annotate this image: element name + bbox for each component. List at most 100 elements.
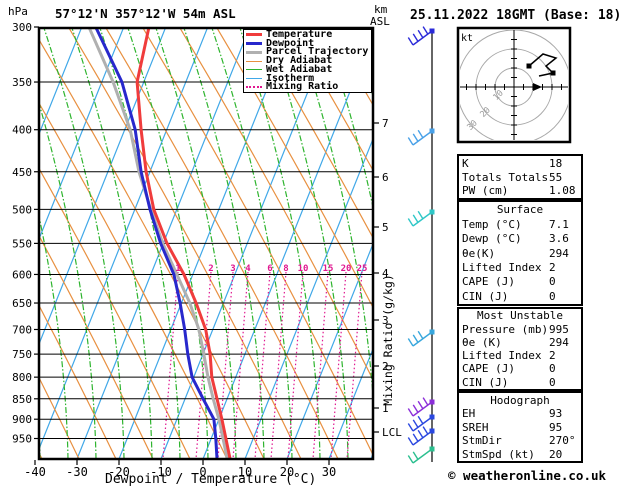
legend-item: Mixing Ratio [246,81,369,93]
table-row: StmDir 270° [462,434,578,447]
pressure-tick-label: 750 [12,348,32,361]
wind-barb [407,209,435,227]
row-label: Dewp (°C) [462,232,522,246]
pressure-tick-label: 500 [12,203,32,216]
pressure-tick-label: 350 [12,76,32,89]
wind-barb [407,26,435,46]
temperature-tick-label: 0 [199,465,206,479]
storm-motion-arrow [533,83,542,91]
pressure-tick-label: 600 [12,268,32,281]
mixing-ratio-line [287,271,304,458]
table-row: CIN (J) 0 [462,290,578,303]
plot-area: 1 2 3 4 6 8 10 15 20 25 [40,29,372,458]
legend-label: Mixing Ratio [266,81,339,93]
station-title: 57°12'N 357°12'W 54m ASL [55,6,236,21]
pressure-tick-label: 550 [12,237,32,250]
dry-adiabat-line [40,378,80,458]
km-tick-label: 3 [382,314,389,327]
row-label: CIN (J) [462,375,509,389]
km-tick-label: 5 [382,221,389,234]
hodograph-trace-marker [526,63,532,69]
row-label: θe(K) [462,246,496,260]
row-value: 0 [549,289,556,303]
legend-label: Wet Adiabat [266,63,333,75]
pressure-tick-label: 450 [12,166,32,179]
isotherm-line [328,349,372,458]
hodograph-trace-marker [550,70,556,76]
table-row: CAPE (J) 0 [462,275,578,288]
table-row: θe (K) 294 [462,336,578,349]
km-tick-label: 1 [382,402,389,415]
table-row: Dewp (°C) 3.6 [462,232,578,245]
legend-label: Temperature [266,28,333,40]
hodograph-unit-label: kt [461,33,473,44]
row-value: 294 [549,246,569,260]
wet-adiabat-line [183,29,265,458]
pressure-tick-label: 900 [12,413,32,426]
hodograph-table: Hodograph EH 93 SREH 95 StmDir 270° StmSpd (kt)… [457,391,583,463]
row-value: 18 [549,156,563,170]
row-label: EH [462,407,476,420]
legend-line-sample [246,50,262,54]
row-label: StmDir [462,434,502,447]
row-value: 0 [549,375,556,389]
wind-barb [407,426,435,446]
wind-barb [407,128,435,146]
asl-axis-label: ASL [370,15,390,28]
row-label: θe (K) [462,335,502,349]
mixing-ratio-line [346,271,363,458]
table-row: K 18 [462,157,578,170]
km-tick-label: 7 [382,117,389,130]
pressure-tick-label: 400 [12,124,32,137]
mixing-ratio-value-label: 6 [267,264,272,274]
row-label: StmSpd (kt) [462,447,535,461]
legend-line-sample [246,33,262,37]
lcl-label: LCL [382,426,402,439]
dewpoint-curve [94,29,219,458]
legend-line-sample [246,78,262,79]
surface-table: Surface Temp (°C) 7.1 Dewp (°C) 3.6 θe(K) 294 L… [457,200,583,306]
row-value: 95 [549,420,563,434]
row-label: Lifted Index [462,349,542,363]
table-row: Lifted Index 2 [462,261,578,274]
table-header: Hodograph [490,393,550,407]
wind-barb [407,397,435,417]
mixing-ratio-value-label: 4 [245,264,251,274]
row-label: Lifted Index [462,260,542,274]
temperature-tick-label: 20 [280,465,294,479]
temperature-tick-label: -20 [108,465,130,479]
temperature-curve [135,29,232,458]
isotherm-line [40,29,124,239]
temperature-tick-label: -40 [24,465,46,479]
row-value: 0 [549,362,556,376]
mixing-ratio-value-label: 2 [208,264,213,274]
mixing-ratio-value-label: 20 [341,264,352,274]
wind-barb [407,446,435,464]
row-label: SREH [462,420,489,434]
km-tick-label: 2 [382,360,389,373]
mixing-ratio-line [232,271,249,458]
temperature-tick-label: 10 [238,465,252,479]
row-value: 3.6 [549,232,569,246]
row-value: 2 [549,260,556,274]
credit-footer: © weatheronline.co.uk [448,468,607,483]
mixing-ratio-value-label: 15 [323,264,334,274]
row-label: CIN (J) [462,289,509,303]
legend-line-sample [246,42,262,45]
indices-table: K 18 Totals Totals 55 PW (cm) 1.08 [457,154,583,200]
table-row: PW (cm) 1.08 [462,184,578,197]
row-value: 0 [549,275,556,289]
row-value: 995 [549,322,569,336]
legend-box: Temperature Dewpoint Parcel Trajectory Dry … [243,29,372,93]
row-label: CAPE (J) [462,275,515,289]
table-row: Temp (°C) 7.1 [462,218,578,231]
x-axis-title: Dewpoint / Temperature (°C) [105,472,317,486]
legend-line-sample [246,60,262,62]
row-value: 1.08 [549,184,576,198]
wet-adiabat-line [40,218,69,458]
legend-label: Dewpoint [266,37,315,49]
isotherm-line [40,29,82,134]
wet-adiabat-line [71,29,153,458]
legend-item: Temperature [246,28,369,40]
